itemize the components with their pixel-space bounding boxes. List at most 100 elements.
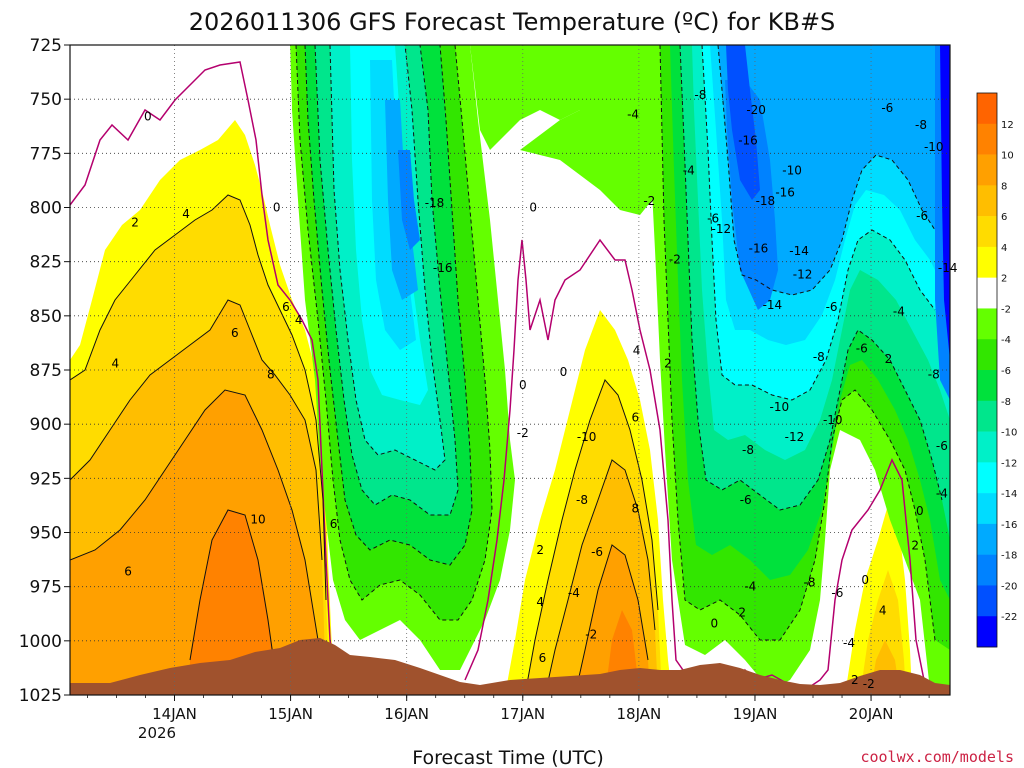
- colorbar-label: 2: [1001, 274, 1007, 285]
- colorbar-swatch: [977, 554, 997, 586]
- isotherm-8b: [574, 544, 649, 695]
- colorbar-label: 12: [1001, 120, 1014, 131]
- contour-label: -4: [683, 164, 695, 178]
- x-tick-label: 15JAN: [268, 705, 313, 723]
- y-tick-label: 825: [30, 253, 62, 273]
- cold-region-22e: [940, 45, 950, 360]
- isotherm-m8: [314, 45, 459, 516]
- contour-label: 2: [738, 606, 746, 620]
- contour-label: 4: [879, 604, 887, 618]
- colorbar-label: -6: [1001, 366, 1011, 377]
- contour-label: -18: [756, 194, 776, 208]
- contour-label: 2: [851, 673, 859, 687]
- colorbar-label: -18: [1001, 551, 1017, 562]
- colorbar-frame: [976, 92, 998, 648]
- colorbar-swatch: [977, 154, 997, 186]
- colorbar-label: -4: [1001, 335, 1011, 346]
- y-tick-label: 775: [30, 144, 62, 164]
- contour-label: 0: [144, 110, 152, 124]
- contour-label: -12: [711, 222, 731, 236]
- contour-label: -16: [775, 185, 795, 199]
- colorbar-swatch: [977, 493, 997, 525]
- cold-region-18: [398, 150, 420, 250]
- colorbar-label: -14: [1001, 489, 1017, 500]
- contour-label: -14: [789, 244, 809, 258]
- x-tick-label: 19JAN: [733, 705, 778, 723]
- contour-label: -8: [928, 367, 940, 381]
- y-axis: 725 750 775 800 825 850 875 900 925 950 975 1000 102…: [19, 36, 70, 706]
- contour-label: 2: [131, 216, 139, 230]
- contour-label: -4: [843, 636, 855, 650]
- contour-label: -14: [938, 261, 958, 275]
- isotherm-10: [189, 509, 276, 671]
- y-tick-label: 925: [30, 469, 62, 489]
- contour-label: 6: [124, 565, 132, 579]
- chart-title: 2026011306 GFS Forecast Temperature (ºC)…: [189, 8, 836, 36]
- contour-label: -10: [924, 140, 944, 154]
- contour-label: -16: [738, 133, 758, 147]
- colorbar-swatch: [977, 185, 997, 217]
- warm-region-10: [190, 510, 275, 695]
- colorbar-swatch: [977, 277, 997, 309]
- x-tick-label: 18JAN: [616, 705, 661, 723]
- contour-label: -6: [591, 545, 603, 559]
- y-tick-label: 975: [30, 578, 62, 598]
- contour-label: 2: [885, 352, 893, 366]
- colorbar-swatch: [977, 308, 997, 340]
- contour-label: 2: [536, 543, 544, 557]
- contour-label: -2: [863, 677, 875, 691]
- y-tick-label: 900: [30, 415, 62, 435]
- y-tick-label: 950: [30, 524, 62, 544]
- contour-label: -8: [804, 575, 816, 589]
- isotherm-6b: [544, 459, 656, 695]
- contour-label: -2: [643, 194, 655, 208]
- colorbar-label: -2: [1001, 304, 1011, 315]
- cold-region-20e: [726, 45, 760, 200]
- colorbar-label: -12: [1001, 458, 1017, 469]
- x-tick-label: 16JAN: [384, 705, 429, 723]
- contour-label: 2: [911, 539, 919, 553]
- isotherm-4: [70, 194, 327, 601]
- contour-label: -4: [893, 305, 905, 319]
- contour-label: 4: [182, 207, 190, 221]
- contour-label: -4: [627, 107, 639, 121]
- isotherm-6: [70, 299, 323, 561]
- contour-label: -8: [742, 443, 754, 457]
- contour-label: 4: [111, 357, 119, 371]
- contour-label: -8: [915, 118, 927, 132]
- contour-label: -10: [770, 400, 790, 414]
- contour-label: -12: [785, 430, 805, 444]
- cold-region-2b: [470, 45, 660, 150]
- contour-label: 8: [632, 502, 640, 516]
- contour-label: 0: [529, 201, 537, 215]
- contour-label: 0: [861, 573, 869, 587]
- x-year-label: 2026: [138, 724, 176, 742]
- isotherm-4b: [524, 379, 659, 695]
- contour-label: -6: [826, 300, 838, 314]
- colorbar: 12 10 8 6 4 2 -2 -4 -6 -8 -10 -12 -14 -16 -18 -20 -22: [976, 92, 1017, 648]
- colorbar-label: 10: [1001, 151, 1014, 162]
- contour-label: -6: [916, 209, 928, 223]
- contour-label: -18: [425, 196, 445, 210]
- colorbar-label: 6: [1001, 212, 1007, 223]
- plot-area: [70, 45, 950, 695]
- y-tick-label: 850: [30, 307, 62, 327]
- contour-label: -8: [813, 350, 825, 364]
- contour-label: -2: [517, 426, 529, 440]
- isotherm-m4e: [659, 45, 936, 641]
- isotherm-dashed-lines: [295, 45, 943, 641]
- isotherm-m12e: [701, 45, 936, 401]
- colorbar-label: 4: [1001, 243, 1007, 254]
- x-tick-label: 20JAN: [849, 705, 894, 723]
- contour-label: 4: [295, 313, 303, 327]
- isotherm-m8e: [679, 45, 943, 511]
- contour-label: -2: [669, 253, 681, 267]
- colorbar-label: -22: [1001, 612, 1017, 623]
- contour-label: 2: [664, 357, 672, 371]
- contour-label: -10: [782, 164, 802, 178]
- contour-label: -6: [707, 211, 719, 225]
- contour-label: 10: [250, 513, 265, 527]
- contour-label: 0: [560, 365, 568, 379]
